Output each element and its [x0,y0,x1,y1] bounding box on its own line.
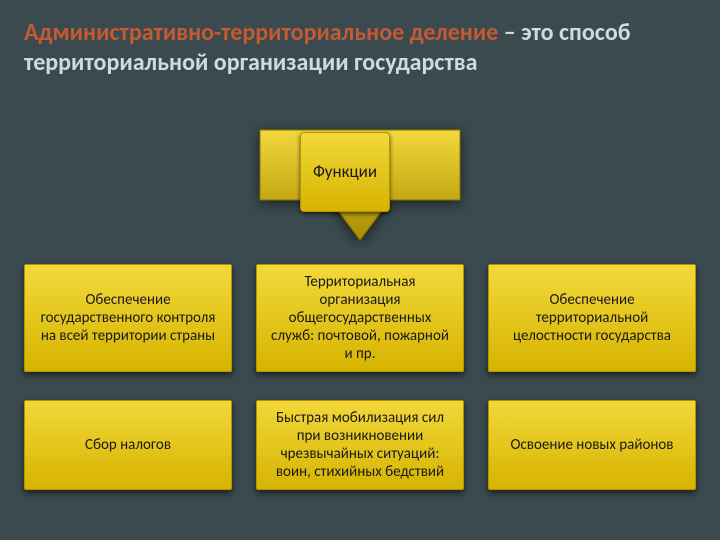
card-label: Территориальная организация общегосударс… [267,273,453,363]
slide: Административно-территориальное деление … [0,0,720,540]
card-label: Обеспечение территориальной целостности … [499,291,685,345]
card-label: Освоение новых районов [510,436,673,454]
card-new-regions: Освоение новых районов [488,400,696,490]
card-taxes: Сбор налогов [24,400,232,490]
card-gov-control: Обеспечение государственного контроля на… [24,264,232,372]
card-label: Быстрая мобилизация сил при возникновени… [267,409,453,481]
card-integrity: Обеспечение территориальной целостности … [488,264,696,372]
card-label: Сбор налогов [85,436,171,454]
card-row-2: Сбор налогов Быстрая мобилизация сил при… [24,400,696,490]
card-label: Обеспечение государственного контроля на… [35,291,221,345]
functions-badge-label: Функции [313,163,377,182]
card-mobilization: Быстрая мобилизация сил при возникновени… [256,400,464,490]
slide-title: Административно-территориальное деление … [24,18,696,78]
card-row-1: Обеспечение государственного контроля на… [24,264,696,372]
card-territorial-services: Территориальная организация общегосударс… [256,264,464,372]
functions-badge: Функции [300,132,390,212]
title-accent: Административно-территориальное деление [24,18,498,47]
